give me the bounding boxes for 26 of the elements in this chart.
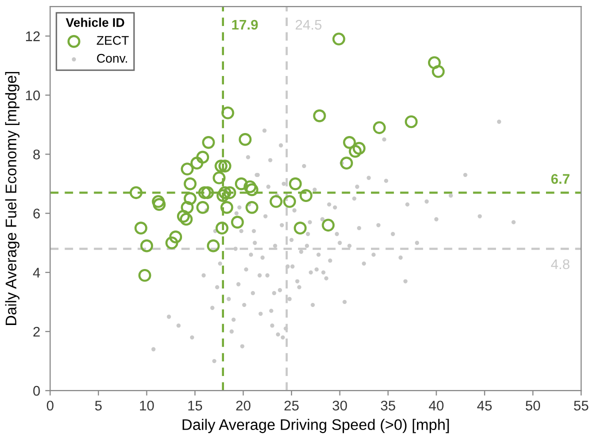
y-tick-label: 0	[33, 386, 40, 396]
x-tick-label: 55	[574, 400, 588, 411]
y-tick-label: 6	[33, 208, 40, 218]
y-tick-label: 8	[33, 150, 40, 160]
legend-label: ZECT	[96, 36, 129, 45]
legend-title: Vehicle ID	[66, 18, 124, 27]
ref-line-label: 6.7	[551, 174, 570, 184]
x-tick-label: 5	[95, 400, 102, 411]
x-tick-label: 20	[236, 400, 250, 411]
ref-line-label: 17.9	[232, 20, 258, 30]
x-tick-label: 45	[477, 400, 492, 411]
x-tick-label: 0	[46, 400, 54, 411]
x-tick-label: 40	[428, 400, 444, 411]
y-tick-label: 2	[33, 326, 40, 337]
x-tick-label: 25	[284, 400, 299, 411]
y-tick-label: 10	[26, 90, 40, 100]
x-tick-label: 50	[526, 400, 540, 411]
x-tick-label: 10	[140, 400, 154, 411]
y-axis-title: Daily Average Fuel Economy [mpdge]	[5, 72, 20, 325]
x-tick-label: 30	[332, 400, 347, 411]
y-tick-label: 12	[26, 31, 40, 42]
x-tick-label: 15	[188, 400, 202, 411]
y-tick-label: 4	[33, 268, 40, 278]
x-axis-title: Daily Average Driving Speed (>0) [mph]	[182, 418, 449, 434]
legend-label: Conv.	[97, 54, 127, 63]
x-tick-label: 35	[380, 400, 396, 411]
